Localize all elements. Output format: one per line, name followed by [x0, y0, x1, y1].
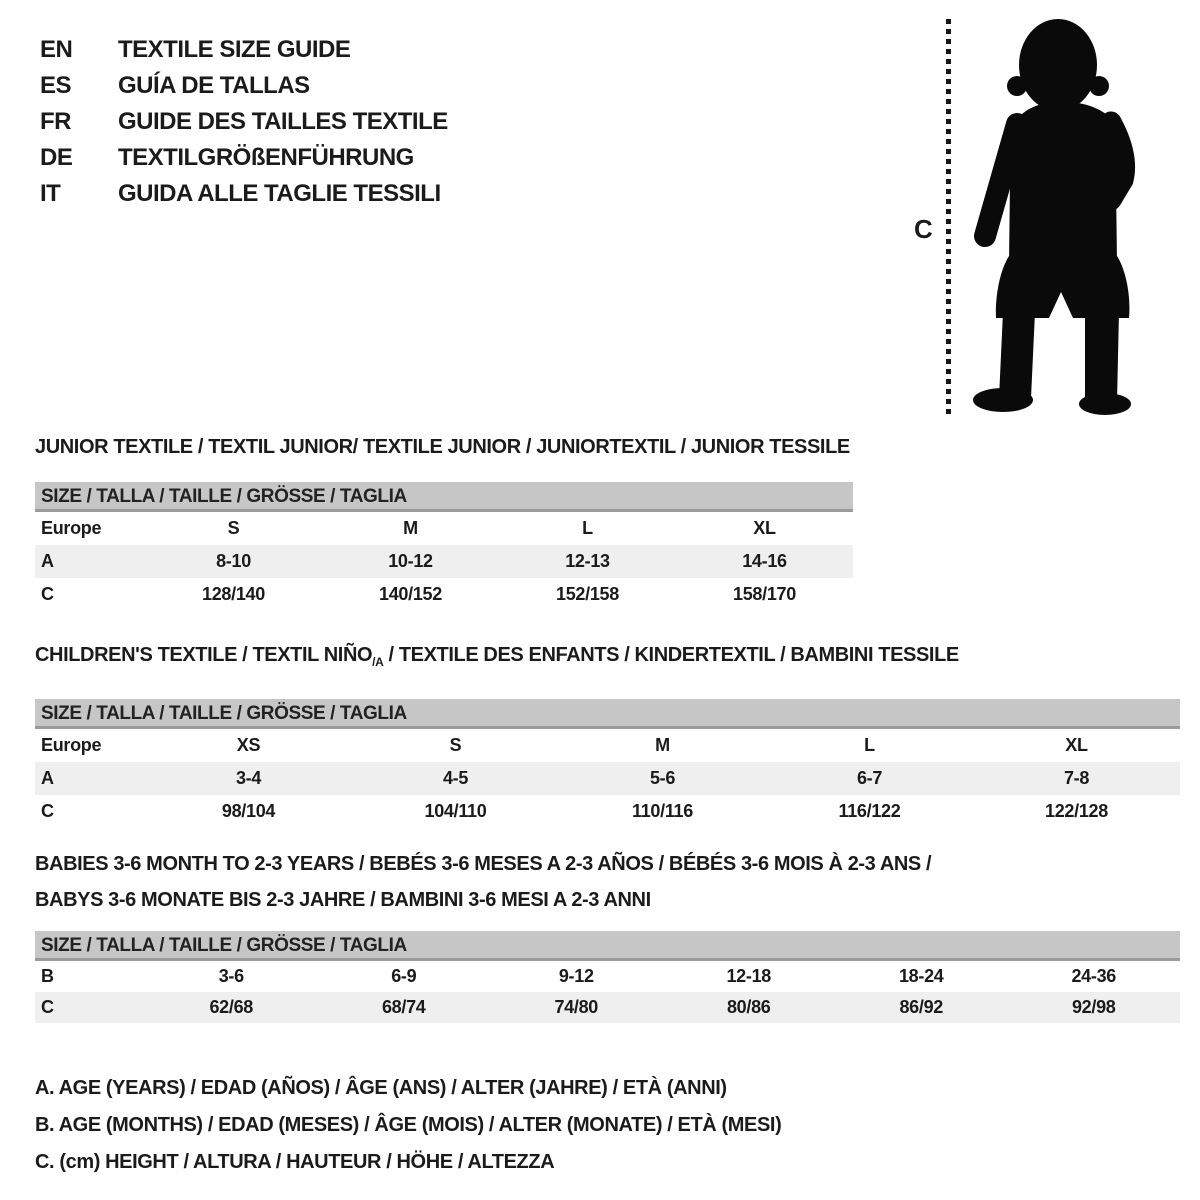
table-cell: 98/104 [221, 801, 276, 821]
table-cell: S [227, 518, 240, 538]
table-row: Europe XS S M L XL [35, 729, 1180, 762]
table-cell: 92/98 [1071, 997, 1116, 1017]
legend-line-a: A. AGE (YEARS) / EDAD (AÑOS) / ÂGE (ANS)… [35, 1077, 727, 1099]
lang-title: TEXTILE SIZE GUIDE [118, 36, 351, 63]
table-cell: 5-6 [649, 768, 676, 788]
lang-title: GUIDE DES TAILLES TEXTILE [118, 108, 448, 135]
size-header-bar: SIZE / TALLA / TAILLE / GRÖSSE / TAGLIA [35, 931, 1180, 961]
height-measure-label: C [914, 214, 933, 244]
legend-line-c: C. (cm) HEIGHT / ALTURA / HAUTEUR / HÖHE… [35, 1151, 555, 1173]
lang-code: ES [40, 72, 72, 99]
measurement-legend: A. AGE (YEARS) / EDAD (AÑOS) / ÂGE (ANS)… [35, 1070, 782, 1181]
table-row: Europe S M L XL [35, 512, 853, 545]
table-cell: 24-36 [1071, 966, 1117, 986]
lang-title: GUÍA DE TALLAS [118, 72, 310, 99]
table-cell: 9-12 [558, 966, 594, 986]
heading-subscript: /A [372, 655, 384, 669]
table-cell: 110/116 [632, 801, 693, 821]
table-cell: 6-7 [856, 768, 883, 788]
table-cell: M [403, 518, 418, 538]
lang-code: EN [40, 36, 73, 63]
table-cell: 152/158 [556, 584, 619, 604]
baby-silhouette-icon [965, 16, 1137, 416]
lang-title: TEXTILGRÖßENFÜHRUNG [118, 144, 414, 171]
heading-text: / TEXTILE DES ENFANTS / KINDERTEXTIL / B… [383, 644, 960, 666]
lang-code: IT [40, 180, 61, 207]
table-cell: 3-4 [235, 768, 262, 788]
table-cell: 158/170 [733, 584, 796, 604]
babies-section-heading-line1: BABIES 3-6 MONTH TO 2-3 YEARS / BEBÉS 3-… [35, 853, 932, 875]
height-dashed-line [946, 19, 951, 417]
table-cell: 74/80 [554, 997, 599, 1017]
junior-section-heading: JUNIOR TEXTILE / TEXTIL JUNIOR/ TEXTILE … [35, 436, 850, 458]
table-cell: 12-13 [565, 551, 610, 571]
table-row: C 62/68 68/74 74/80 80/86 86/92 92/98 [35, 992, 1180, 1023]
table-cell: L [864, 735, 875, 755]
table-cell: XL [1065, 735, 1088, 755]
lang-title: GUIDA ALLE TAGLIE TESSILI [118, 180, 441, 207]
row-label: C [41, 997, 54, 1017]
lang-row-en: EN TEXTILE SIZE GUIDE [40, 32, 448, 68]
junior-size-table: SIZE / TALLA / TAILLE / GRÖSSE / TAGLIA … [35, 482, 853, 611]
language-title-block: EN TEXTILE SIZE GUIDE ES GUÍA DE TALLAS … [40, 32, 448, 212]
table-cell: XL [753, 518, 776, 538]
legend-line-b: B. AGE (MONTHS) / EDAD (MESES) / ÂGE (MO… [35, 1114, 782, 1136]
lang-row-de: DE TEXTILGRÖßENFÜHRUNG [40, 140, 448, 176]
table-cell: 104/110 [424, 801, 487, 821]
babies-section-heading-line2: BABYS 3-6 MONATE BIS 2-3 JAHRE / BAMBINI… [35, 889, 651, 911]
table-cell: 128/140 [202, 584, 265, 604]
table-row: A 3-4 4-5 5-6 6-7 7-8 [35, 762, 1180, 795]
table-cell: 8-10 [216, 551, 251, 571]
children-textile-section: CHILDREN'S TEXTILE / TEXTIL NIÑO/A / TEX… [35, 644, 1180, 828]
table-cell: XS [236, 735, 261, 755]
table-cell: 86/92 [899, 997, 944, 1017]
lang-code: DE [40, 144, 73, 171]
table-cell: 6-9 [391, 966, 417, 986]
table-row: C 128/140 140/152 152/158 158/170 [35, 578, 853, 611]
children-size-table: SIZE / TALLA / TAILLE / GRÖSSE / TAGLIA … [35, 699, 1180, 828]
table-cell: 10-12 [388, 551, 433, 571]
lang-row-it: IT GUIDA ALLE TAGLIE TESSILI [40, 176, 448, 212]
table-row: C 98/104 104/110 110/116 116/122 122/128 [35, 795, 1180, 828]
junior-textile-section: JUNIOR TEXTILE / TEXTIL JUNIOR/ TEXTILE … [35, 436, 853, 611]
row-label: A [41, 551, 54, 571]
table-row: A 8-10 10-12 12-13 14-16 [35, 545, 853, 578]
size-header-bar: SIZE / TALLA / TAILLE / GRÖSSE / TAGLIA [35, 482, 853, 512]
lang-row-fr: FR GUIDE DES TAILLES TEXTILE [40, 104, 448, 140]
table-cell: 122/128 [1045, 801, 1108, 821]
babies-textile-section: BABIES 3-6 MONTH TO 2-3 YEARS / BEBÉS 3-… [35, 846, 1180, 1023]
children-section-heading: CHILDREN'S TEXTILE / TEXTIL NIÑO/A / TEX… [35, 644, 1180, 673]
table-cell: 12-18 [726, 966, 772, 986]
table-cell: 3-6 [218, 966, 244, 986]
table-cell: 14-16 [742, 551, 787, 571]
lang-row-es: ES GUÍA DE TALLAS [40, 68, 448, 104]
table-cell: 4-5 [442, 768, 469, 788]
table-cell: 68/74 [381, 997, 426, 1017]
row-label: B [41, 966, 54, 986]
table-cell: 80/86 [726, 997, 771, 1017]
lang-code: FR [40, 108, 72, 135]
row-label: C [41, 584, 54, 604]
table-row: B 3-6 6-9 9-12 12-18 18-24 24-36 [35, 961, 1180, 992]
table-cell: L [582, 518, 593, 538]
table-cell: 116/122 [838, 801, 901, 821]
table-cell: 62/68 [209, 997, 254, 1017]
row-label: Europe [41, 518, 102, 538]
size-header-bar: SIZE / TALLA / TAILLE / GRÖSSE / TAGLIA [35, 699, 1180, 729]
row-label: C [41, 801, 54, 821]
table-cell: M [655, 735, 670, 755]
heading-text: CHILDREN'S TEXTILE / TEXTIL NIÑO [35, 644, 373, 666]
table-cell: S [449, 735, 462, 755]
table-cell: 140/152 [379, 584, 442, 604]
row-label: Europe [41, 735, 102, 755]
table-cell: 18-24 [898, 966, 944, 986]
table-cell: 7-8 [1063, 768, 1090, 788]
row-label: A [41, 768, 54, 788]
babies-size-table: SIZE / TALLA / TAILLE / GRÖSSE / TAGLIA … [35, 931, 1180, 1023]
